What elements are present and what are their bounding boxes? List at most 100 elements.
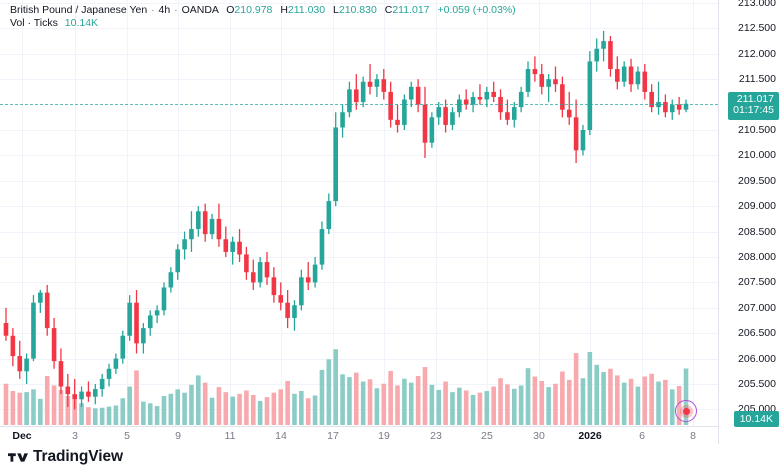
candle-body — [642, 71, 648, 92]
price-axis[interactable]: 213.000 212.500 212.000 211.500 210.500 210.0… — [718, 0, 780, 444]
candle-body — [17, 356, 23, 372]
gridline-vertical — [333, 0, 334, 426]
volume-bar — [271, 392, 277, 425]
candle-body — [106, 368, 112, 379]
volume-bar — [202, 382, 208, 425]
candle-body — [457, 99, 462, 113]
volume-bar — [340, 374, 345, 425]
candle-body — [615, 69, 620, 82]
current-price-line — [0, 103, 718, 106]
volume-bar — [532, 376, 538, 425]
volume-bar — [587, 352, 593, 425]
time-axis-tick: 14 — [275, 430, 287, 442]
volume-bar — [305, 398, 311, 425]
volume-bar — [560, 371, 565, 425]
candle-wick — [396, 104, 399, 133]
gridline-horizontal — [0, 358, 718, 360]
volume-bar — [38, 398, 43, 425]
volume-bar — [216, 387, 222, 425]
symbol-name[interactable]: British Pound / Japanese Yen — [10, 4, 148, 16]
candle-body — [594, 48, 600, 62]
candle-body — [484, 91, 490, 100]
candle-body — [354, 89, 359, 103]
volume-bar — [649, 373, 654, 425]
volume-bar — [92, 408, 98, 425]
volume-bar — [443, 381, 448, 425]
volume-bar — [484, 391, 490, 425]
volume-value: 10.14K — [64, 17, 99, 29]
volume-badge: 10.14K — [733, 411, 779, 427]
gridline-vertical — [178, 0, 179, 426]
price-axis-tick: 212.000 — [738, 47, 776, 60]
ohlc-open: O210.978 — [226, 4, 272, 16]
candle-body — [470, 96, 476, 105]
time-axis-tick: 11 — [224, 430, 236, 442]
candle-body — [553, 79, 558, 85]
candle-body — [278, 295, 284, 303]
candle-body — [92, 389, 98, 397]
tradingview-logo[interactable]: TradingView — [8, 448, 123, 466]
candle-body — [285, 302, 290, 318]
ohlc-low: L210.830 — [333, 4, 377, 16]
time-axis-tick: 9 — [175, 430, 181, 442]
volume-bar — [72, 399, 77, 425]
current-price-value: 211.017 — [736, 92, 774, 105]
candle-body — [38, 292, 43, 303]
volume-bar — [147, 403, 153, 425]
candle-body — [319, 229, 325, 265]
candle-body — [134, 302, 139, 344]
gridline-vertical — [539, 0, 540, 426]
volume-bar — [408, 382, 414, 425]
volume-bar — [31, 389, 36, 425]
candle-body — [388, 91, 393, 120]
candle-body — [608, 41, 613, 70]
volume-bar — [470, 394, 476, 425]
candle-body — [525, 69, 531, 92]
chart-legend: British Pound / Japanese Yen · 4h · OAND… — [10, 4, 516, 30]
gridline-horizontal — [0, 53, 718, 55]
chart-pane[interactable] — [0, 0, 718, 426]
candle-body — [326, 201, 332, 230]
price-axis-tick: 211.500 — [738, 73, 776, 86]
candle-body — [663, 102, 668, 113]
volume-bar — [24, 392, 29, 425]
volume-label[interactable]: Vol · Ticks — [10, 17, 58, 29]
candle-body — [202, 211, 208, 235]
candle-body — [381, 79, 387, 92]
price-axis-tick: 207.500 — [738, 276, 776, 289]
volume-bar — [360, 381, 366, 425]
time-axis-tick: 17 — [327, 430, 339, 442]
candle-body — [518, 91, 524, 108]
click-halo — [679, 404, 693, 418]
candle-wick — [568, 91, 570, 125]
volume-bar — [457, 387, 462, 425]
candle-body — [209, 218, 215, 235]
candle-body — [250, 272, 256, 283]
gridline-horizontal — [0, 79, 718, 81]
candle-body — [161, 287, 167, 311]
volume-bar — [244, 390, 249, 425]
time-axis[interactable]: Dec 3 5 9 11 14 17 19 23 25 30 2026 6 8 — [0, 426, 718, 444]
candle-body — [196, 211, 201, 230]
time-axis-tick: 3 — [72, 430, 78, 442]
legend-main-row: British Pound / Japanese Yen · 4h · OAND… — [10, 4, 516, 17]
candle-body — [72, 394, 77, 400]
candle-wick — [547, 74, 550, 103]
gridline-horizontal — [0, 3, 718, 4]
gridline-horizontal — [0, 333, 718, 335]
gridline-horizontal — [0, 28, 718, 30]
candle-body — [628, 66, 634, 85]
candle-body — [566, 109, 572, 118]
exchange-label: OANDA — [181, 4, 219, 16]
gridline-vertical — [127, 0, 128, 426]
volume-bar — [257, 401, 263, 425]
volume-bar — [573, 353, 579, 425]
open-value: 210.978 — [234, 4, 273, 16]
high-value: 211.030 — [287, 4, 326, 16]
candle-body — [189, 229, 194, 240]
candle-body — [292, 305, 297, 318]
candle-body — [683, 103, 689, 110]
candle-body — [141, 328, 146, 344]
volume-bar — [566, 379, 572, 425]
interval-label[interactable]: 4h — [158, 4, 171, 16]
